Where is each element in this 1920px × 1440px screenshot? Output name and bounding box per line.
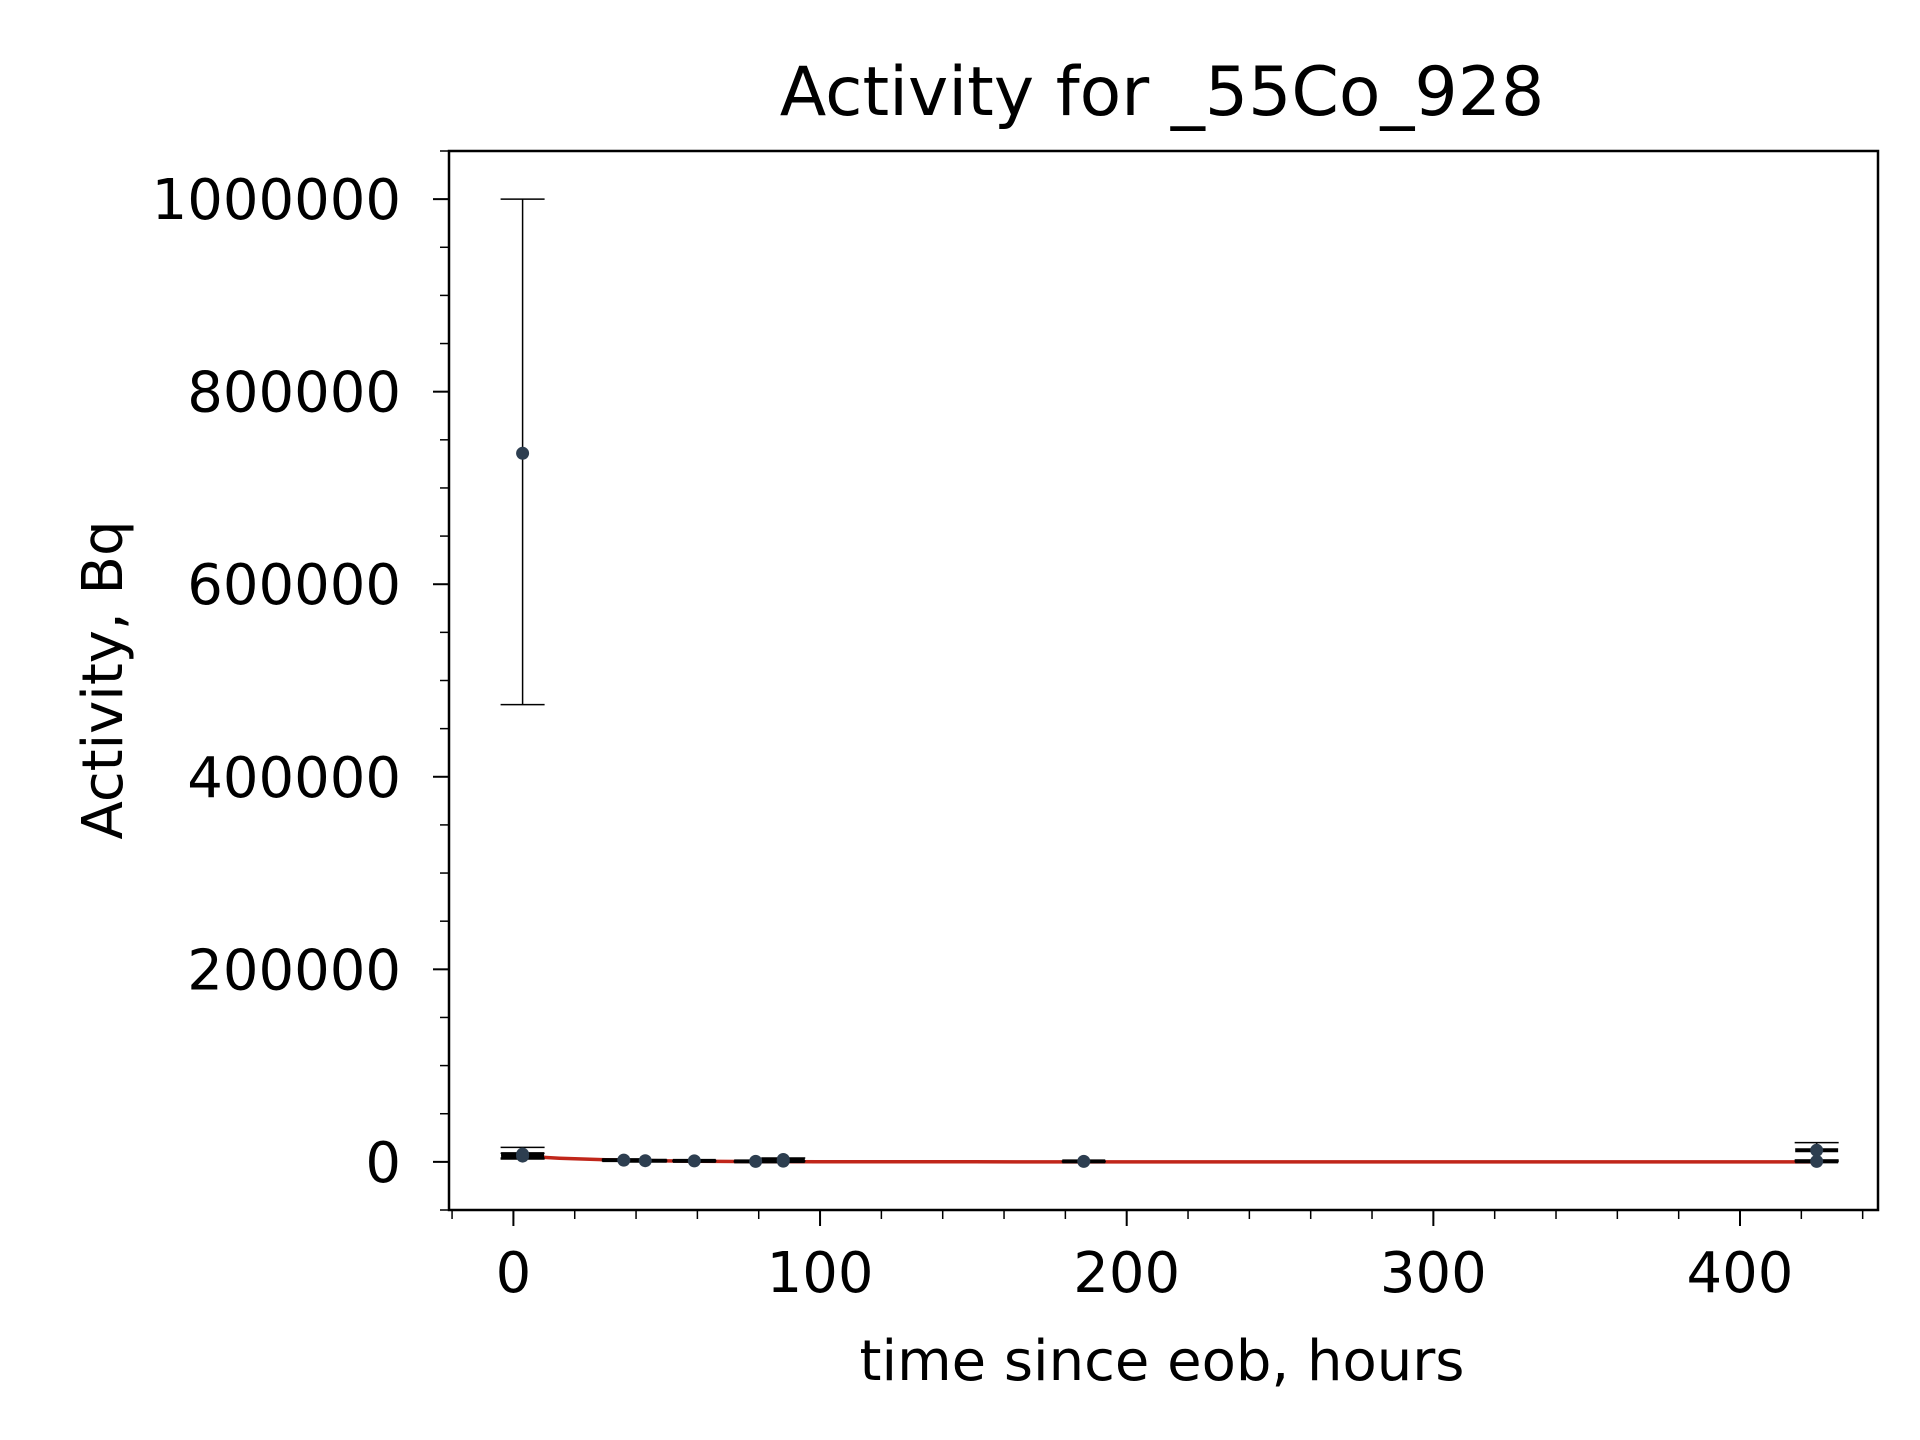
x-tick-label: 200	[1073, 1241, 1180, 1306]
x-tick-label: 300	[1380, 1241, 1487, 1306]
x-axis-label: time since eob, hours	[860, 1329, 1465, 1394]
y-tick-label: 600000	[187, 553, 401, 618]
y-axis: 0 200000 400000 600000 800000 1000000	[152, 150, 449, 1211]
x-tick-label: 100	[767, 1241, 874, 1306]
y-tick-label: 1000000	[152, 168, 401, 233]
data-point	[516, 1149, 530, 1163]
x-tick-label: 400	[1687, 1241, 1794, 1306]
y-tick-label: 200000	[187, 938, 401, 1003]
x-tick-label: 0	[496, 1241, 532, 1306]
data-point	[687, 1154, 701, 1168]
y-tick-label: 800000	[187, 361, 401, 426]
x-axis: 0 100 200 300 400	[451, 1210, 1864, 1306]
plot-area	[500, 198, 1839, 1168]
data-point	[776, 1154, 790, 1168]
data-point	[749, 1154, 763, 1168]
y-tick-label: 0	[365, 1131, 401, 1196]
data-point	[516, 446, 530, 460]
data-point	[1810, 1143, 1824, 1157]
data-point	[638, 1154, 652, 1168]
plot-frame	[447, 149, 1880, 1212]
chart-title: Activity for _55Co_928	[780, 53, 1544, 132]
y-axis-label: Activity, Bq	[71, 521, 136, 840]
y-tick-label: 400000	[187, 746, 401, 811]
data-point	[1077, 1154, 1091, 1168]
data-point	[617, 1153, 631, 1167]
data-point	[1810, 1154, 1824, 1168]
